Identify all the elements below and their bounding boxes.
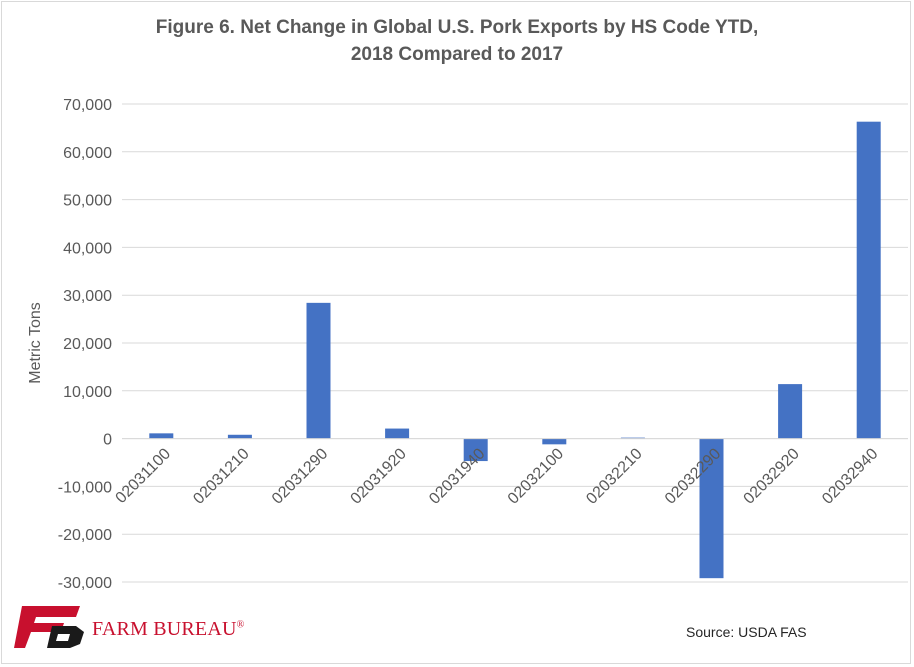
x-tick-label-02032920: 02032920 xyxy=(741,445,803,507)
y-axis-label: Metric Tons xyxy=(27,302,44,384)
bar-02031210 xyxy=(227,434,252,439)
farm-bureau-logo-text: FARM BUREAU® xyxy=(92,618,244,641)
y-tick-label: 60,000 xyxy=(63,145,112,162)
y-tick-label: 40,000 xyxy=(63,240,112,257)
chart-title-line-2: 2018 Compared to 2017 xyxy=(350,44,564,65)
y-tick-label: 70,000 xyxy=(63,97,112,114)
y-tick-label: 0 xyxy=(103,432,112,449)
farm-bureau-logo-icon xyxy=(14,606,84,648)
y-tick-label: -10,000 xyxy=(58,479,112,496)
bar-02032100 xyxy=(542,438,567,445)
bars xyxy=(149,121,881,579)
y-tick-label: 50,000 xyxy=(63,193,112,210)
x-axis-tick-labels: 02031100 02031210 02031290 02031920 02031940… xyxy=(113,445,882,507)
x-tick-label-02032940: 02032940 xyxy=(819,445,881,507)
y-tick-label: 20,000 xyxy=(63,336,112,353)
bar-02032290 xyxy=(699,438,724,579)
x-tick-label-02031100: 02031100 xyxy=(113,445,175,507)
x-tick-label-02031290: 02031290 xyxy=(269,445,331,507)
y-tick-label: -30,000 xyxy=(58,575,112,592)
bar-02031100 xyxy=(149,433,174,439)
x-tick-label-02032210: 02032210 xyxy=(583,445,645,507)
x-tick-label-02031210: 02031210 xyxy=(190,445,252,507)
x-tick-label-02031920: 02031920 xyxy=(348,445,410,507)
chart-title-line-1: Figure 6. Net Change in Global U.S. Pork… xyxy=(155,17,759,38)
x-tick-label-02031940: 02031940 xyxy=(426,445,488,507)
bar-02032920 xyxy=(778,384,803,439)
bar-02031940 xyxy=(463,438,488,462)
y-tick-label: -20,000 xyxy=(58,527,112,544)
registered-mark: ® xyxy=(236,619,245,631)
chart-title: Figure 6. Net Change in Global U.S. Pork… xyxy=(0,14,914,68)
gridlines xyxy=(122,103,908,583)
y-tick-label: 10,000 xyxy=(63,384,112,401)
y-axis-tick-labels: -30,000 -20,000 -10,000 0 10,000 20,000 30,000… xyxy=(58,97,112,592)
farm-bureau-logo: FARM BUREAU® xyxy=(14,604,244,650)
bar-02031290 xyxy=(306,302,331,439)
source-note: Source: USDA FAS xyxy=(686,624,807,640)
y-tick-label: 30,000 xyxy=(63,288,112,305)
bar-02031920 xyxy=(385,428,410,439)
x-tick-label-02032100: 02032100 xyxy=(505,445,567,507)
bar-02032940 xyxy=(856,121,881,439)
logo-wordmark: FARM BUREAU xyxy=(92,618,237,640)
